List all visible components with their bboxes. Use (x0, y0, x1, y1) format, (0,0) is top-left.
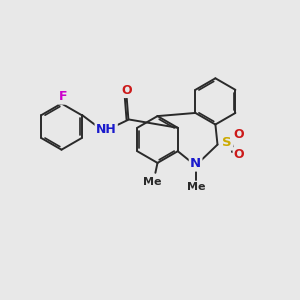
Text: S: S (222, 136, 232, 149)
Text: O: O (234, 148, 244, 161)
Text: N: N (190, 157, 201, 170)
Text: Me: Me (143, 177, 162, 187)
Text: NH: NH (96, 123, 117, 136)
Text: Me: Me (187, 182, 206, 192)
Text: O: O (234, 128, 244, 141)
Text: F: F (59, 90, 67, 104)
Text: O: O (122, 84, 132, 97)
